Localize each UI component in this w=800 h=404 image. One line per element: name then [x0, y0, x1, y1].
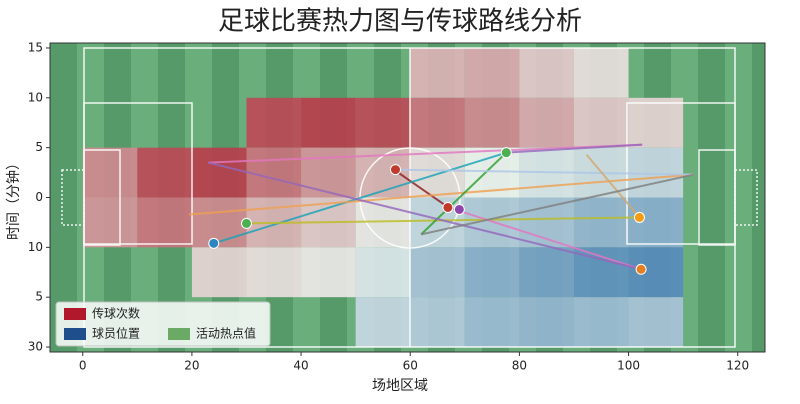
heat-cell [410, 297, 465, 348]
heatmap [82, 47, 684, 348]
heat-cell [464, 247, 520, 298]
pass-line [393, 168, 695, 176]
x-tick-label: 0 [79, 359, 87, 373]
player-point [453, 203, 465, 215]
pass-line [208, 161, 642, 271]
grass-stripe [725, 43, 752, 352]
player-point [442, 201, 454, 213]
grass-stripe [50, 43, 77, 352]
plot-frame [49, 42, 766, 353]
x-axis-label: 场地区域 [372, 378, 428, 394]
heat-cell [82, 147, 138, 198]
legend-swatch [64, 308, 86, 320]
pass-line [448, 206, 642, 271]
player-point [635, 263, 647, 275]
chart-title: 足球比赛热力图与传球路线分析 [218, 7, 582, 37]
heat-cell [464, 97, 520, 148]
heat-cell [137, 197, 192, 248]
heat-cell [464, 297, 520, 348]
heat-cell [519, 297, 574, 348]
y-axis-label: 时间（分钟） [5, 156, 22, 240]
player-point [240, 217, 252, 229]
heat-cell [573, 197, 629, 248]
heat-cell [82, 197, 138, 248]
grass-stripe [752, 43, 765, 352]
y-tick-label: 5 [35, 140, 43, 154]
legend-swatch [168, 328, 190, 340]
heat-cell [410, 247, 465, 298]
heat-cell [519, 247, 574, 298]
heat-cell [628, 97, 684, 148]
pass-line [208, 143, 643, 164]
x-tick-label: 120 [726, 359, 749, 373]
y-tick-label: 10 [28, 240, 43, 254]
heat-cell [519, 97, 574, 148]
player-point [208, 237, 220, 249]
player-point [389, 164, 401, 176]
pass-line [420, 151, 507, 236]
legend-label: 传球次数 [92, 306, 140, 321]
x-tick-label: 60 [403, 359, 418, 373]
passes [189, 143, 695, 275]
heat-cell [573, 47, 629, 98]
x-tick-label: 100 [617, 359, 640, 373]
grass-stripe [698, 43, 725, 352]
heat-cell [246, 147, 302, 198]
pass-line [420, 173, 695, 236]
heat-cell [410, 47, 465, 98]
y-tick-label: 10 [28, 90, 43, 104]
pass-line [506, 143, 643, 154]
heat-cell [355, 247, 411, 298]
y-tick-label: 15 [28, 40, 43, 54]
heat-cell [410, 97, 465, 148]
heat-cell [191, 197, 247, 248]
pass-line [393, 168, 450, 209]
heat-cell [410, 147, 465, 198]
pass-line [213, 151, 507, 245]
heat-cell [628, 297, 684, 348]
x-tick-label: 80 [512, 359, 527, 373]
heat-cell [519, 47, 574, 98]
legend-box [55, 301, 271, 347]
player-point [500, 147, 512, 159]
heat-cell [246, 97, 302, 148]
x-tick-label: 40 [293, 359, 308, 373]
x-tick-label: 20 [184, 359, 199, 373]
heat-cell [246, 247, 302, 298]
y-tick-label: 30 [28, 340, 43, 354]
heat-cell [573, 97, 629, 148]
heat-cell [301, 97, 356, 148]
heat-cell [191, 247, 247, 298]
y-tick-label: 5 [35, 290, 43, 304]
heat-cell [355, 97, 411, 148]
legend-label: 活动热点值 [196, 326, 256, 341]
legend-label: 球员位置 [92, 326, 140, 341]
player-point [633, 211, 645, 223]
heat-cell [301, 147, 356, 198]
heat-cell [628, 147, 684, 198]
heat-cell [628, 197, 684, 248]
heat-cell [573, 297, 629, 348]
y-tick-label: 0 [35, 190, 43, 204]
pass-line [585, 153, 641, 219]
heat-cell [137, 147, 192, 198]
heat-cell [464, 47, 520, 98]
heat-cell [301, 247, 356, 298]
heat-cell [355, 297, 411, 348]
heat-cell [191, 147, 247, 198]
axes: 0 20 40 60 80 100 120 15 10 5 0 10 5 30 [28, 40, 749, 372]
legend-swatch [64, 328, 86, 340]
